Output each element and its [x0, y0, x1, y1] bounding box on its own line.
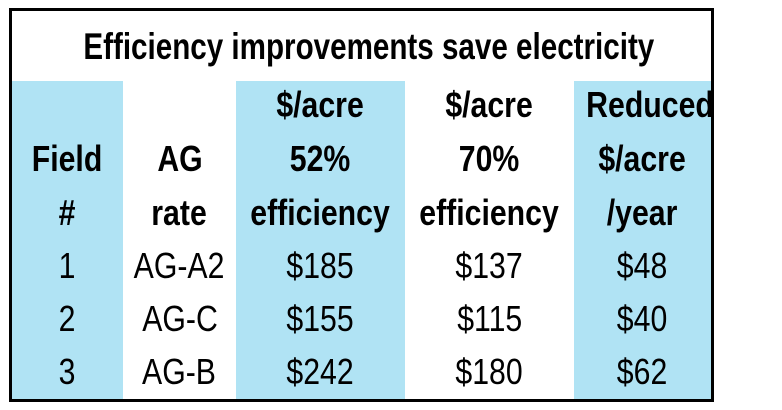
table-cell: $40: [574, 292, 711, 345]
column-header-text: /year: [607, 192, 678, 233]
table-cell-text: 2: [59, 298, 76, 339]
column-header-text: efficiency: [250, 192, 391, 233]
table-cell: 1: [12, 239, 123, 292]
column-band-field: [12, 81, 123, 399]
table-cell-text: AG-B: [142, 351, 217, 392]
table-cell: $48: [574, 239, 711, 292]
column-header: Field: [12, 132, 123, 185]
table-cell-text: $180: [455, 351, 524, 392]
table-cell-text: 3: [59, 351, 76, 392]
table-cell-text: $115: [456, 298, 523, 339]
column-header-text: Field: [32, 138, 103, 179]
table-cell-text: $185: [286, 245, 355, 286]
column-header-text: efficiency: [419, 192, 560, 233]
table-cell-text: $242: [286, 351, 355, 392]
table-cell-text: $155: [286, 298, 355, 339]
table-cell-text: $62: [617, 351, 668, 392]
table-cell: AG-B: [123, 345, 236, 398]
column-header-text: rate: [151, 192, 208, 233]
column-header: /year: [574, 186, 711, 239]
column-header: $/acre: [405, 78, 574, 131]
table-cell: 2: [12, 292, 123, 345]
table-cell: $62: [574, 345, 711, 398]
column-header: [123, 78, 236, 131]
column-header: 70%: [405, 132, 574, 185]
table-cell: $137: [405, 239, 574, 292]
table-cell: $115: [405, 292, 574, 345]
column-header: $/acre: [236, 78, 405, 131]
column-header: 52%: [236, 132, 405, 185]
column-header-text: AG: [156, 138, 203, 179]
table-cell: $185: [236, 239, 405, 292]
table-cell-text: $40: [617, 298, 668, 339]
table-cell: $242: [236, 345, 405, 398]
column-header: $/acre: [574, 132, 711, 185]
column-header: efficiency: [405, 186, 574, 239]
column-band-52: [236, 81, 405, 399]
column-band-reduced: [574, 81, 711, 399]
column-header: [12, 78, 123, 131]
table-border: [9, 8, 714, 402]
column-header: #: [12, 186, 123, 239]
column-header: AG: [123, 132, 236, 185]
column-header-text: $/acre: [276, 84, 365, 125]
column-header-text: 70%: [459, 138, 520, 179]
column-header-text: 52%: [290, 138, 351, 179]
table-cell: $180: [405, 345, 574, 398]
column-header-text: #: [59, 192, 76, 233]
table-cell: AG-C: [123, 292, 236, 345]
table-title-text: Efficiency improvements save electricity: [83, 26, 655, 67]
table-cell: 3: [12, 345, 123, 398]
table-cell-text: 1: [59, 245, 76, 286]
table-cell-text: $48: [617, 245, 668, 286]
table-cell: $155: [236, 292, 405, 345]
table-cell-text: AG-A2: [134, 245, 225, 286]
column-header-text: Reduced: [586, 84, 714, 125]
column-header: rate: [123, 186, 236, 239]
table-cell: AG-A2: [123, 239, 236, 292]
table-cell-text: AG-C: [141, 298, 218, 339]
table-cell-text: $137: [455, 245, 524, 286]
column-header-text: $/acre: [445, 84, 534, 125]
column-header: Reduced: [574, 78, 714, 131]
column-header-text: $/acre: [598, 138, 687, 179]
table-title: Efficiency improvements save electricity: [12, 20, 711, 73]
column-header: efficiency: [236, 186, 405, 239]
